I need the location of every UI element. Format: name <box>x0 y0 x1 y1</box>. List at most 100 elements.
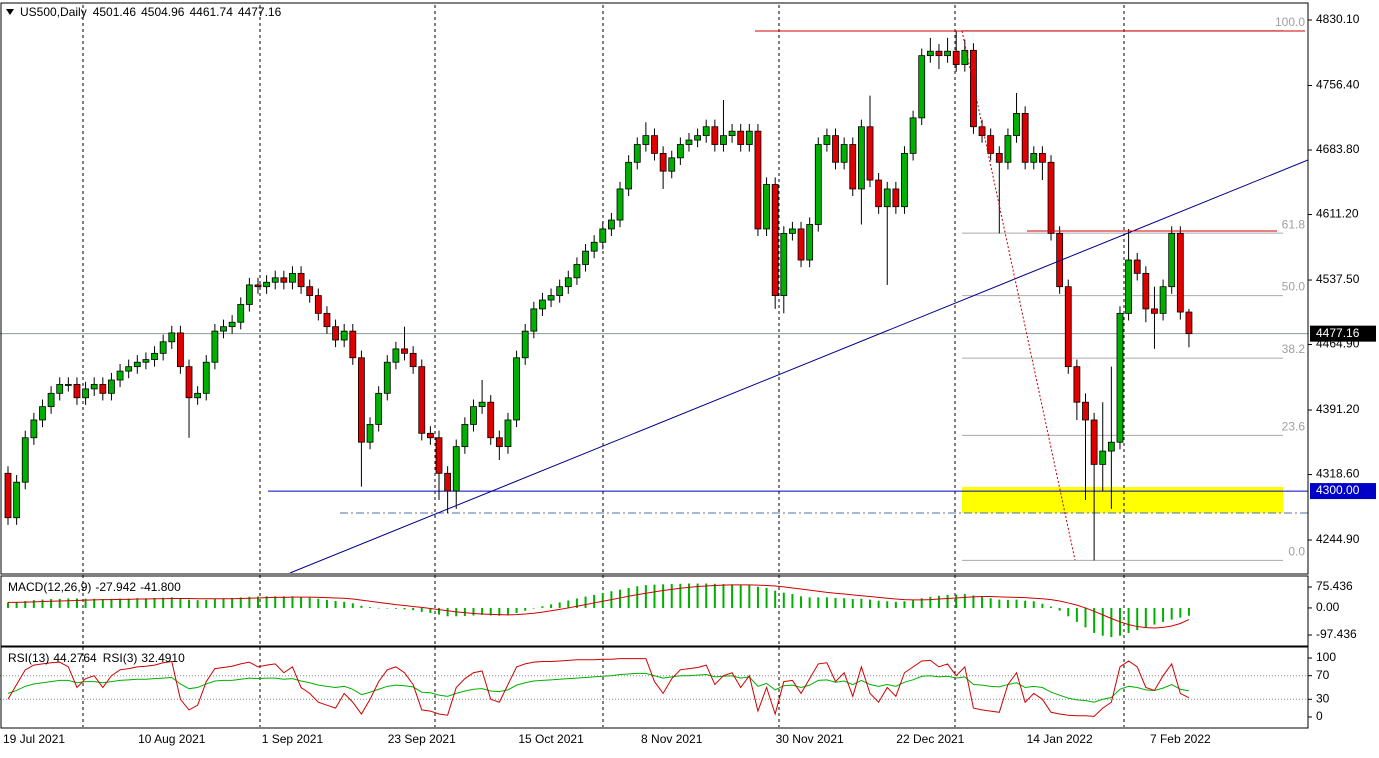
macd-bar <box>644 585 647 608</box>
menu-triangle[interactable] <box>6 9 14 15</box>
macd-bar <box>912 600 915 608</box>
y-tick-label: 4391.20 <box>1316 402 1360 416</box>
candle-body <box>21 437 29 483</box>
macd-bar <box>550 604 553 608</box>
candle-body <box>4 472 12 519</box>
macd-bar <box>489 607 492 616</box>
macd-bar <box>153 597 156 608</box>
candle-body <box>392 348 400 363</box>
low-value: 4461.74 <box>189 5 233 19</box>
candle-body <box>82 388 89 399</box>
rsi13-name: RSI(13) <box>8 651 49 665</box>
candle-body <box>909 117 917 154</box>
fib-label: 100.0 <box>1275 15 1305 29</box>
candle-body <box>883 188 891 208</box>
overlay <box>289 30 1308 573</box>
macd-bar <box>998 599 1001 608</box>
macd-bar <box>800 596 803 608</box>
candle-body <box>582 250 589 265</box>
candle-body <box>435 437 443 474</box>
candle-body <box>151 352 158 360</box>
candle-body <box>685 139 693 145</box>
panel-frames <box>0 2 1309 729</box>
macd-bar <box>731 584 734 608</box>
candle-body <box>1030 152 1038 163</box>
macd-bar <box>1093 607 1096 633</box>
macd-bar <box>360 605 363 608</box>
macd-bar <box>127 598 130 608</box>
macd-bar <box>937 595 940 608</box>
macd-bar <box>1024 600 1027 608</box>
macd-bar <box>946 594 949 608</box>
macd-bar <box>1032 601 1035 608</box>
candle-body <box>332 326 339 341</box>
candle-body <box>280 277 288 283</box>
macd-bar <box>463 607 466 616</box>
macd-bar <box>325 599 328 608</box>
macd-bar <box>429 607 432 613</box>
level-box <box>1310 483 1376 500</box>
macd-bar <box>58 598 61 608</box>
macd-bar <box>394 607 397 609</box>
candle-body <box>478 401 486 408</box>
high-value: 4504.96 <box>141 5 185 19</box>
candle-body <box>1064 286 1072 368</box>
candle-body <box>254 284 262 288</box>
macd-bar <box>765 587 768 608</box>
candle-body <box>901 152 908 208</box>
macd-bar <box>877 600 880 608</box>
candle-body <box>358 357 365 443</box>
macd-bar <box>670 584 673 608</box>
candle-body <box>237 304 245 323</box>
candle-body <box>56 384 64 394</box>
candle-body <box>659 152 667 172</box>
macd-bar <box>1015 599 1018 608</box>
macd-bar <box>920 598 923 608</box>
candle-body <box>995 152 1003 163</box>
macd-bar <box>808 597 811 608</box>
macd-bar <box>196 600 199 608</box>
candle-body <box>539 299 546 310</box>
candle-body <box>263 281 271 288</box>
macd-bar <box>222 598 225 608</box>
y-tick-label: 4756.40 <box>1316 78 1360 92</box>
candle-body <box>797 228 805 261</box>
candle-body <box>1176 232 1184 313</box>
rsi-line <box>7 658 1190 717</box>
candle-body <box>1047 161 1055 234</box>
trend-line <box>289 159 1308 573</box>
rsi-header: RSI(13) 44.2764 RSI(3) 32.4910 <box>8 651 185 665</box>
x-tick-label: 7 Feb 2022 <box>1150 732 1211 746</box>
candle-body <box>840 144 848 163</box>
main-frame <box>0 2 1309 575</box>
candle-body <box>426 432 434 439</box>
macd-bar <box>67 598 70 608</box>
macd-bar <box>188 599 191 608</box>
macd-bar <box>532 607 535 609</box>
macd-bar <box>403 607 406 610</box>
candle-body <box>530 308 538 332</box>
macd-bar <box>627 587 630 608</box>
macd-bar <box>756 586 759 608</box>
candle-body <box>1082 401 1089 421</box>
macd-bar <box>239 597 242 608</box>
macd-bar <box>1127 607 1130 633</box>
candle-body <box>599 228 607 243</box>
macd-bar <box>1101 607 1104 636</box>
candle-body <box>487 401 495 439</box>
macd-value: -27.942 <box>95 580 136 594</box>
macd-bar <box>722 584 725 608</box>
candle-body <box>521 330 529 359</box>
candle-body <box>711 126 719 145</box>
candle-body <box>504 419 512 448</box>
macd-bar <box>446 607 449 617</box>
candle-body <box>289 272 296 283</box>
macd-bar <box>636 586 639 608</box>
candle-body <box>409 352 417 368</box>
candle-body <box>1090 419 1098 465</box>
macd-bar <box>662 584 665 608</box>
candle-body <box>211 330 219 363</box>
macd-bar <box>7 602 9 608</box>
